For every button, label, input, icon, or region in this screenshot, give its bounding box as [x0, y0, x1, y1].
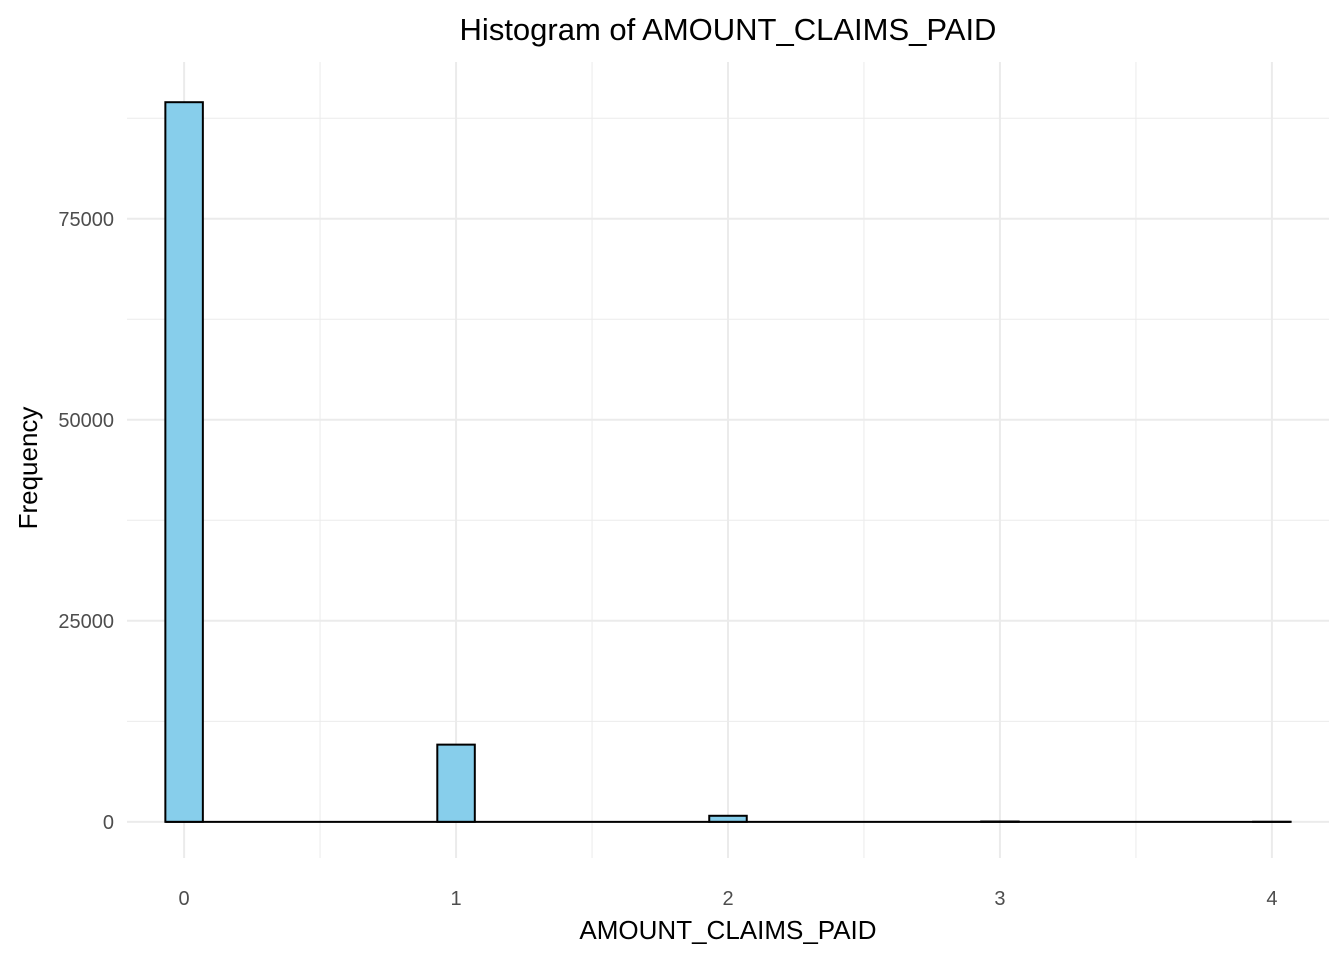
x-axis-title: AMOUNT_CLAIMS_PAID — [579, 915, 876, 945]
y-axis-title: Frequency — [13, 407, 43, 530]
histogram-bar — [708, 814, 748, 823]
x-tick-label: 1 — [450, 888, 461, 910]
x-tick-label: 4 — [1266, 888, 1277, 910]
histogram-bars — [164, 101, 1292, 823]
y-tick-label: 50000 — [58, 410, 114, 432]
grid-lines — [127, 62, 1329, 858]
tick-labels: 0 1 2 3 4 0 25000 50000 75000 — [58, 209, 1277, 910]
y-tick-label: 75000 — [58, 209, 114, 231]
y-tick-label: 25000 — [58, 611, 114, 633]
y-tick-label: 0 — [103, 812, 114, 834]
x-tick-label: 0 — [179, 888, 190, 910]
chart-title: Histogram of AMOUNT_CLAIMS_PAID — [460, 12, 997, 47]
histogram-bar — [436, 743, 476, 823]
histogram-bar — [164, 101, 204, 823]
x-tick-label: 2 — [722, 888, 733, 910]
x-tick-label: 3 — [994, 888, 1005, 910]
